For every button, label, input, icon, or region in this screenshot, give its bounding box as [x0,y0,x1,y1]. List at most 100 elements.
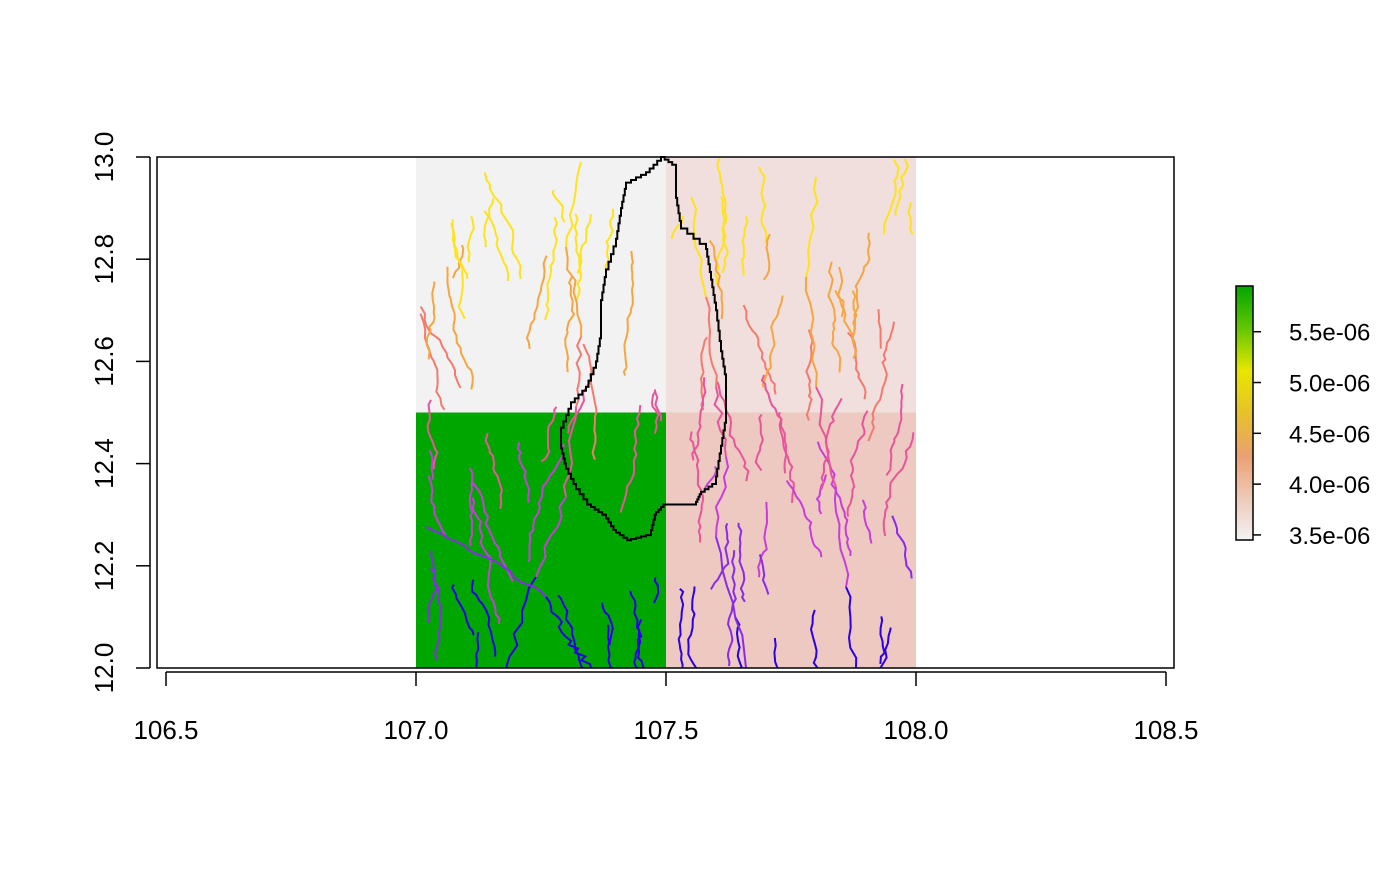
legend-bar [1235,285,1254,541]
x-tick-label-3: 108.0 [883,715,948,745]
river-segment-64 [470,579,497,657]
river-segment-75 [894,158,910,216]
river-segment-66 [809,609,819,669]
river-segment-4 [653,389,663,422]
river-segment-40 [827,261,842,373]
river-segment-65 [468,479,474,547]
river-segment-87 [834,289,854,336]
river-segment-50 [566,373,593,434]
legend-tick-label-2: 4.5e-06 [1289,421,1370,448]
river-segment-20 [419,306,462,389]
river-segment-108 [815,386,837,488]
river-segment-11 [816,441,852,556]
river-segment-81 [426,550,438,623]
river-segment-110 [845,586,858,669]
river-segment-10 [573,213,583,301]
river-segment-68 [633,619,643,669]
river-segment-9 [483,198,495,248]
river-segment-5 [877,309,882,349]
river-segment-1 [885,383,904,476]
river-segment-15 [551,189,566,223]
river-segment-112 [485,556,547,598]
river-segment-101 [690,196,707,298]
river-segment-23 [677,588,685,669]
river-segment-77 [606,624,612,669]
river-segment-19 [557,594,584,669]
river-segment-28 [758,166,768,244]
y-tick-label-0: 12.0 [89,643,119,694]
river-segment-72 [762,233,771,281]
x-tick-label-2: 107.5 [633,715,698,745]
river-segment-80 [851,232,871,344]
river-segment-47 [867,321,896,442]
river-segment-0 [742,304,777,395]
river-segment-22 [468,467,514,582]
river-segment-36 [716,381,750,482]
river-segment-88 [425,281,436,360]
river-segment-27 [516,441,531,503]
river-segment-53 [544,216,558,321]
river-segment-41 [483,172,522,279]
river-segment-56 [691,377,707,461]
river-segment-48 [564,275,576,373]
river-segment-90 [582,343,598,461]
river-segment-42 [604,208,614,271]
river-segment-74 [891,515,913,579]
river-segment-3 [419,313,446,411]
river-segment-24 [527,443,565,563]
river-segment-85 [760,374,788,474]
river-network [419,157,915,669]
river-segment-103 [713,386,727,458]
x-tick-label-1: 107.0 [383,715,448,745]
river-segment-37 [846,410,869,517]
river-segment-43 [622,250,635,376]
river-segment-59 [708,239,724,320]
river-segment-32 [428,449,435,480]
river-segment-84 [451,219,466,320]
y-tick-label-1: 12.2 [89,540,119,591]
river-segment-95 [565,161,582,248]
river-segment-55 [879,616,886,664]
river-segment-79 [716,157,729,274]
river-segment-35 [761,295,784,388]
river-segment-16 [785,480,823,558]
legend-tick-label-0: 5.5e-06 [1289,320,1370,347]
river-segment-46 [601,602,614,646]
river-segment-93 [653,577,660,604]
river-segment-58 [754,413,764,472]
river-segment-2 [619,404,642,513]
river-segment-111 [425,526,487,558]
river-segment-89 [525,255,548,350]
river-segment-45 [757,501,769,578]
river-segment-105 [715,536,747,669]
raster-cell-2 [416,412,666,668]
raster-cell-3 [666,412,916,668]
river-segment-39 [710,523,730,590]
river-segment-104 [714,456,730,538]
river-segment-94 [758,554,770,595]
river-segment-71 [540,406,558,463]
river-segment-7 [773,637,779,669]
raster-cell-1 [666,157,916,413]
x-axis: 106.5 107.0 107.5 108.0 108.5 [133,671,1199,745]
river-segment-73 [475,632,480,667]
color-legend: 5.5e-06 5.0e-06 4.5e-06 4.0e-06 3.5e-06 [1235,285,1370,550]
y-axis: 12.0 12.2 12.4 12.6 12.8 13.0 [89,132,151,694]
y-tick-label-4: 12.8 [89,234,119,285]
river-segment-96 [565,246,583,338]
river-segment-8 [427,475,447,536]
legend-tick-label-1: 5.0e-06 [1289,371,1370,398]
river-segment-62 [805,329,814,421]
raster-cells [416,157,916,668]
river-segment-60 [907,202,914,236]
river-segment-76 [483,210,510,282]
river-segment-29 [450,584,475,636]
basin-outline [560,156,727,542]
x-tick-label-0: 106.5 [133,715,198,745]
x-tick-label-4: 108.5 [1133,715,1198,745]
river-segment-82 [851,290,858,359]
y-tick-label-5: 13.0 [89,132,119,183]
river-segment-113 [545,596,567,638]
river-segment-69 [576,214,592,274]
